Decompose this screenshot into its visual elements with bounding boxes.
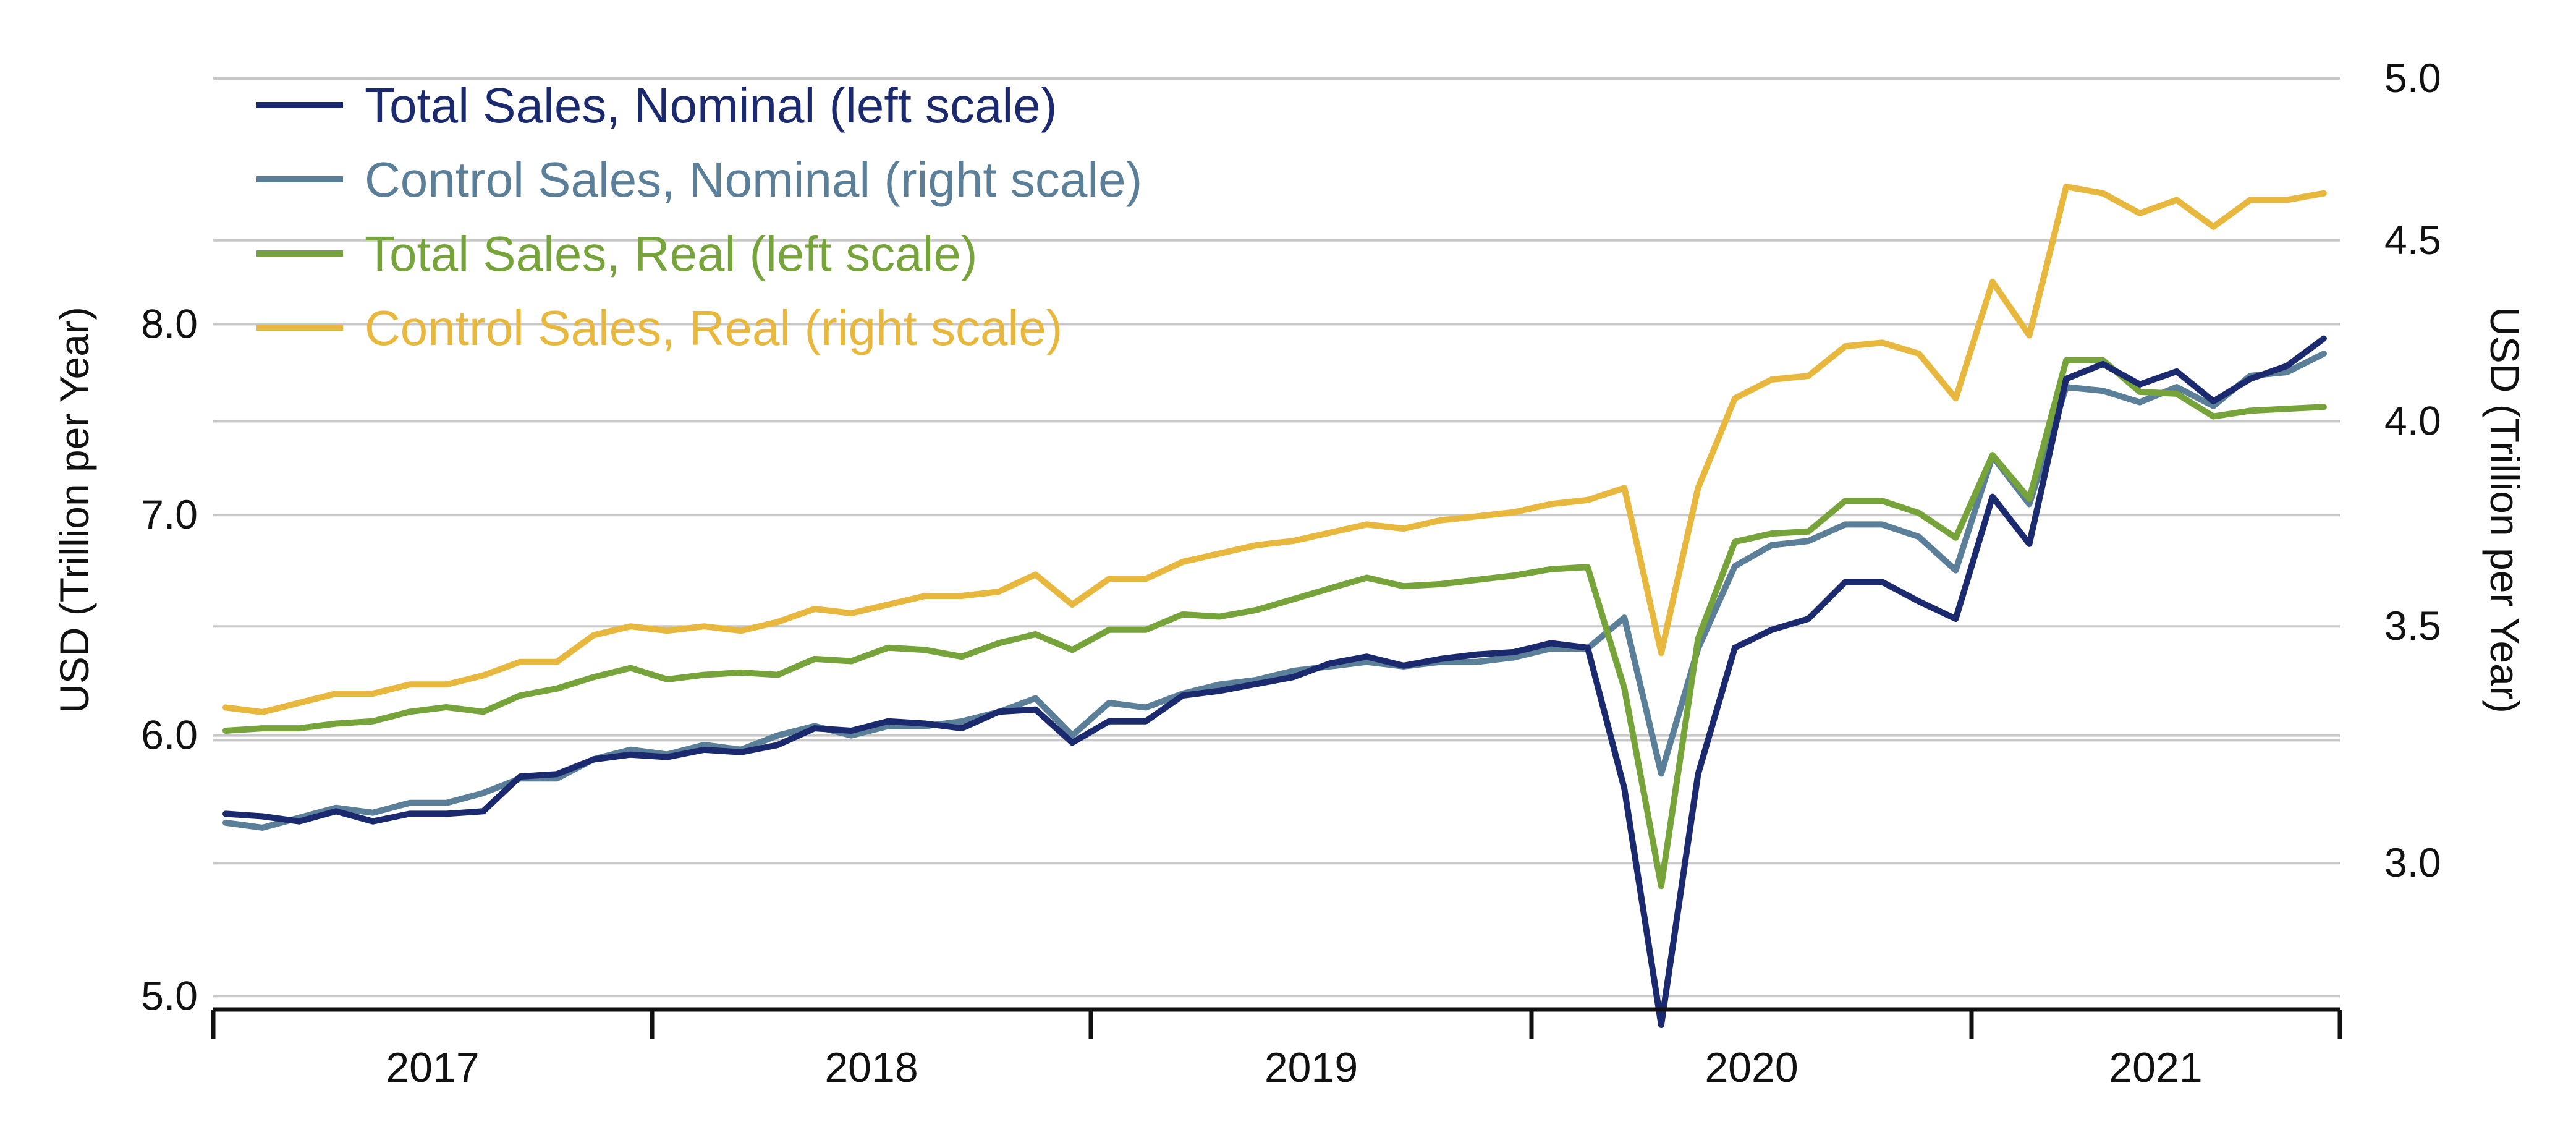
left-tick-label: 7.0 (141, 491, 198, 537)
series-layer (222, 184, 2327, 1028)
right-axis-title: USD (Trillion per Year) (2482, 307, 2528, 713)
gridlines (213, 77, 2340, 998)
series-line-3 (222, 184, 2327, 715)
legend-label-1: Control Sales, Nominal (right scale) (365, 152, 1142, 207)
left-tick-label: 5.0 (141, 972, 198, 1018)
left-tick-label: 8.0 (141, 300, 198, 346)
series-line-1 (222, 351, 2327, 831)
legend: Total Sales, Nominal (left scale) Control… (256, 78, 1142, 355)
right-tick-label: 4.0 (2384, 397, 2441, 443)
x-tick-label-2020: 2020 (1705, 1044, 1798, 1091)
right-tick-label: 5.0 (2384, 55, 2441, 101)
x-tick-label-2017: 2017 (386, 1044, 479, 1091)
right-tick-label: 4.5 (2384, 217, 2441, 263)
x-tick-label-2021: 2021 (2109, 1044, 2202, 1091)
right-axis-ticks: 3.0 3.5 4.0 4.5 5.0 (2384, 55, 2441, 885)
x-axis-ticks: 2017 2018 2019 2020 2021 (211, 1010, 2342, 1091)
right-tick-label: 3.5 (2384, 603, 2441, 648)
legend-label-2: Total Sales, Real (left scale) (365, 226, 978, 281)
left-axis-ticks: 5.0 6.0 7.0 8.0 (141, 300, 198, 1018)
legend-label-3: Control Sales, Real (right scale) (365, 300, 1062, 355)
legend-label-0: Total Sales, Nominal (left scale) (365, 78, 1057, 133)
x-tick-label-2019: 2019 (1265, 1044, 1358, 1091)
right-tick-label: 3.0 (2384, 840, 2441, 885)
x-tick-label-2018: 2018 (824, 1044, 918, 1091)
left-axis-title: USD (Trillion per Year) (51, 307, 97, 713)
left-tick-label: 6.0 (141, 712, 198, 758)
series-line-0 (222, 335, 2327, 1028)
series-line-2 (222, 357, 2327, 890)
